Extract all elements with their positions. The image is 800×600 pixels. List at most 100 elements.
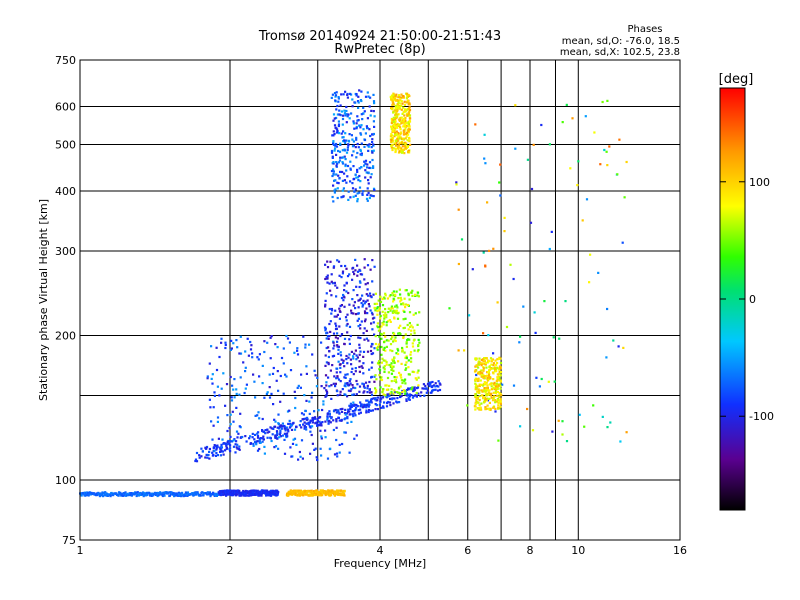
data-point <box>384 294 387 297</box>
data-point <box>499 397 502 400</box>
data-point <box>336 491 339 494</box>
data-point <box>250 494 253 497</box>
data-point <box>257 411 260 414</box>
data-point <box>403 125 407 128</box>
data-point <box>494 359 497 362</box>
data-point <box>136 491 139 494</box>
data-point <box>475 393 478 396</box>
data-point <box>498 372 501 375</box>
data-point <box>625 160 628 164</box>
data-point <box>208 491 211 494</box>
data-point <box>336 187 339 190</box>
data-point <box>390 307 393 310</box>
data-point <box>382 320 385 323</box>
colorbar-tick-label: -100 <box>749 410 774 423</box>
data-point <box>340 304 343 307</box>
data-point <box>404 392 407 395</box>
data-point <box>420 391 423 394</box>
data-point <box>336 344 339 347</box>
data-point <box>230 339 233 342</box>
data-point <box>406 338 409 342</box>
data-point <box>320 454 323 457</box>
data-point <box>254 414 257 417</box>
data-point <box>417 348 420 352</box>
data-point <box>274 434 277 437</box>
data-point <box>335 116 338 120</box>
data-point <box>482 359 486 362</box>
data-point <box>402 148 405 151</box>
data-point <box>368 105 371 108</box>
colorbar-tick-label: 100 <box>749 176 770 189</box>
legend-x-stats: mean, sd,X: 102.5, 23.8 <box>560 47 680 58</box>
data-point <box>403 141 406 144</box>
data-point <box>208 492 211 495</box>
data-point <box>365 337 368 340</box>
data-point <box>112 494 115 497</box>
data-point <box>329 330 332 333</box>
data-point <box>332 162 335 165</box>
data-point <box>498 395 501 398</box>
data-point <box>393 391 396 394</box>
data-point <box>82 492 85 495</box>
data-point <box>543 300 546 303</box>
data-point <box>340 93 343 96</box>
data-point <box>249 442 252 445</box>
data-point <box>239 352 243 355</box>
data-point <box>399 293 402 296</box>
data-point <box>144 492 147 496</box>
data-point <box>234 491 237 494</box>
data-point <box>338 109 341 112</box>
data-point <box>244 350 247 353</box>
data-point <box>333 281 336 284</box>
data-point <box>270 494 273 497</box>
data-point <box>478 395 481 398</box>
data-point <box>401 381 404 385</box>
data-point <box>394 96 397 99</box>
data-point <box>482 377 485 380</box>
data-point <box>382 393 385 396</box>
data-point <box>279 429 282 433</box>
y-tick-label: 750 <box>55 54 76 67</box>
data-point <box>396 312 399 315</box>
data-point <box>371 141 374 144</box>
data-point <box>361 303 365 306</box>
data-point <box>343 289 346 292</box>
data-point <box>300 412 304 415</box>
data-point <box>277 491 280 494</box>
data-point <box>305 365 308 368</box>
data-point <box>370 109 373 112</box>
data-point <box>329 421 332 424</box>
data-point <box>372 166 375 169</box>
data-point <box>397 326 400 329</box>
data-point <box>478 357 481 360</box>
data-point <box>425 391 428 394</box>
data-point <box>479 373 482 376</box>
data-point <box>231 384 234 387</box>
data-point <box>358 174 361 178</box>
data-point <box>341 170 344 174</box>
data-point <box>483 357 486 360</box>
data-point <box>350 112 353 115</box>
data-point <box>400 379 403 382</box>
data-point <box>404 119 407 122</box>
data-point <box>488 373 491 376</box>
data-point <box>335 315 338 318</box>
data-point <box>324 299 327 302</box>
data-point <box>210 345 213 348</box>
data-point <box>264 432 267 435</box>
data-point <box>408 395 411 398</box>
data-point <box>391 103 394 106</box>
data-point <box>257 358 260 361</box>
data-point <box>374 374 377 377</box>
data-point <box>475 402 478 405</box>
data-point <box>365 197 369 200</box>
data-point <box>385 321 388 324</box>
data-point <box>354 188 357 191</box>
data-point <box>400 131 403 134</box>
data-point <box>376 408 379 411</box>
data-point <box>396 107 399 110</box>
data-point <box>371 317 375 320</box>
data-point <box>283 452 287 455</box>
data-point <box>499 194 502 197</box>
data-point <box>332 170 335 173</box>
